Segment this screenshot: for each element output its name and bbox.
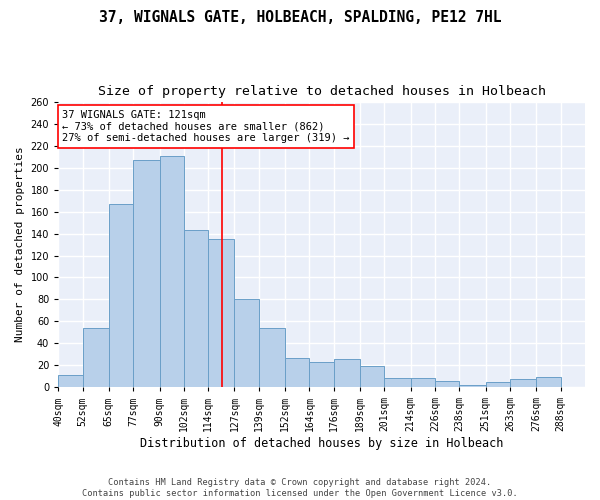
Y-axis label: Number of detached properties: Number of detached properties (15, 146, 25, 342)
Bar (486, 382, 510, 387)
Text: 37 WIGNALS GATE: 121sqm
← 73% of detached houses are smaller (862)
27% of semi-d: 37 WIGNALS GATE: 121sqm ← 73% of detache… (62, 110, 350, 143)
Title: Size of property relative to detached houses in Holbeach: Size of property relative to detached ho… (98, 85, 545, 98)
Bar (411, 378, 435, 387)
Bar (259, 328, 285, 387)
Bar (536, 378, 560, 387)
Text: 37, WIGNALS GATE, HOLBEACH, SPALDING, PE12 7HL: 37, WIGNALS GATE, HOLBEACH, SPALDING, PE… (99, 10, 501, 25)
Bar (334, 358, 360, 387)
Bar (83, 328, 109, 387)
Bar (184, 230, 208, 387)
Bar (360, 366, 385, 387)
Bar (285, 358, 310, 387)
Bar (58, 375, 83, 387)
Bar (160, 156, 184, 387)
X-axis label: Distribution of detached houses by size in Holbeach: Distribution of detached houses by size … (140, 437, 503, 450)
Bar (310, 362, 334, 387)
Bar (435, 380, 460, 387)
Bar (510, 380, 536, 387)
Bar (109, 204, 133, 387)
Text: Contains HM Land Registry data © Crown copyright and database right 2024.
Contai: Contains HM Land Registry data © Crown c… (82, 478, 518, 498)
Bar (460, 385, 486, 387)
Bar (235, 300, 259, 387)
Bar (133, 160, 160, 387)
Bar (208, 239, 235, 387)
Bar (385, 378, 411, 387)
